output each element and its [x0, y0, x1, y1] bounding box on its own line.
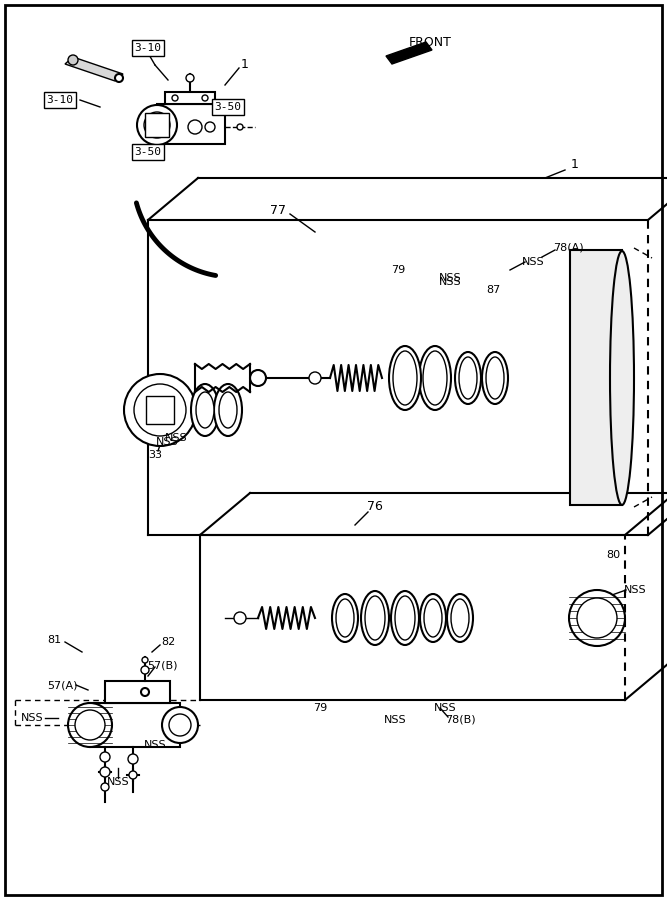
Circle shape — [142, 657, 148, 663]
Text: 3-10: 3-10 — [135, 43, 161, 53]
Circle shape — [75, 710, 105, 740]
Circle shape — [134, 384, 186, 436]
Circle shape — [202, 95, 208, 101]
Text: 1: 1 — [241, 58, 249, 71]
Circle shape — [68, 703, 112, 747]
Ellipse shape — [391, 591, 419, 645]
Bar — [90, 703, 180, 747]
Ellipse shape — [424, 599, 442, 637]
Polygon shape — [386, 42, 432, 64]
Ellipse shape — [196, 392, 214, 428]
Circle shape — [115, 74, 123, 82]
Circle shape — [68, 55, 78, 65]
Text: 57(A): 57(A) — [47, 680, 77, 690]
Text: 1: 1 — [571, 158, 579, 172]
Text: 82: 82 — [161, 637, 175, 647]
Circle shape — [141, 688, 149, 696]
Text: NSS: NSS — [107, 777, 129, 787]
Circle shape — [128, 754, 138, 764]
Text: 3-50: 3-50 — [215, 102, 241, 112]
Text: NSS: NSS — [439, 273, 462, 283]
Circle shape — [124, 374, 196, 446]
Ellipse shape — [219, 392, 237, 428]
Text: NSS: NSS — [439, 277, 462, 287]
Text: NSS: NSS — [21, 713, 43, 723]
Ellipse shape — [191, 384, 219, 436]
Text: NSS: NSS — [143, 740, 166, 750]
Ellipse shape — [365, 596, 385, 640]
Text: NSS: NSS — [434, 703, 456, 713]
Ellipse shape — [482, 352, 508, 404]
Text: 77: 77 — [270, 203, 286, 217]
Circle shape — [172, 95, 178, 101]
Ellipse shape — [214, 384, 242, 436]
Circle shape — [234, 612, 246, 624]
Text: 57(B): 57(B) — [147, 660, 177, 670]
Circle shape — [100, 752, 110, 762]
Ellipse shape — [419, 346, 451, 410]
Ellipse shape — [451, 599, 469, 637]
Text: NSS: NSS — [155, 437, 178, 447]
Circle shape — [205, 122, 215, 132]
Circle shape — [237, 124, 243, 130]
Circle shape — [186, 74, 194, 82]
Text: 79: 79 — [391, 265, 405, 275]
Text: 3-50: 3-50 — [135, 147, 161, 157]
Text: FRONT: FRONT — [409, 35, 452, 49]
Circle shape — [188, 120, 202, 134]
Polygon shape — [65, 57, 123, 81]
Text: 81: 81 — [47, 635, 61, 645]
Circle shape — [169, 714, 191, 736]
Text: 79: 79 — [313, 703, 327, 713]
Ellipse shape — [459, 357, 477, 399]
Text: 78(A): 78(A) — [553, 243, 584, 253]
Bar — [105, 681, 170, 703]
Text: 80: 80 — [606, 550, 620, 560]
Ellipse shape — [332, 594, 358, 642]
Ellipse shape — [389, 346, 421, 410]
Text: 87: 87 — [486, 285, 500, 295]
Circle shape — [100, 767, 110, 777]
Circle shape — [141, 666, 149, 674]
Ellipse shape — [447, 594, 473, 642]
Circle shape — [162, 707, 198, 743]
Polygon shape — [165, 92, 215, 104]
Text: 78(B): 78(B) — [445, 715, 476, 725]
Circle shape — [577, 598, 617, 638]
Circle shape — [101, 783, 109, 791]
Circle shape — [309, 372, 321, 384]
Circle shape — [137, 105, 177, 145]
Circle shape — [250, 370, 266, 386]
Circle shape — [569, 590, 625, 646]
Ellipse shape — [393, 351, 417, 405]
Ellipse shape — [395, 596, 415, 640]
Circle shape — [144, 112, 170, 138]
Circle shape — [129, 771, 137, 779]
Text: NSS: NSS — [624, 585, 646, 595]
Ellipse shape — [423, 351, 447, 405]
Ellipse shape — [336, 599, 354, 637]
Text: 76: 76 — [367, 500, 383, 514]
Text: 33: 33 — [148, 450, 162, 460]
Polygon shape — [157, 104, 225, 144]
Bar — [145, 113, 169, 137]
Ellipse shape — [610, 251, 634, 505]
Ellipse shape — [486, 357, 504, 399]
Text: NSS: NSS — [522, 257, 544, 267]
Text: NSS: NSS — [165, 433, 187, 443]
Bar — [146, 396, 174, 424]
Bar — [570, 250, 622, 505]
Text: NSS: NSS — [384, 715, 406, 725]
Ellipse shape — [420, 594, 446, 642]
Ellipse shape — [455, 352, 481, 404]
Ellipse shape — [361, 591, 389, 645]
Text: 3-10: 3-10 — [47, 95, 73, 105]
